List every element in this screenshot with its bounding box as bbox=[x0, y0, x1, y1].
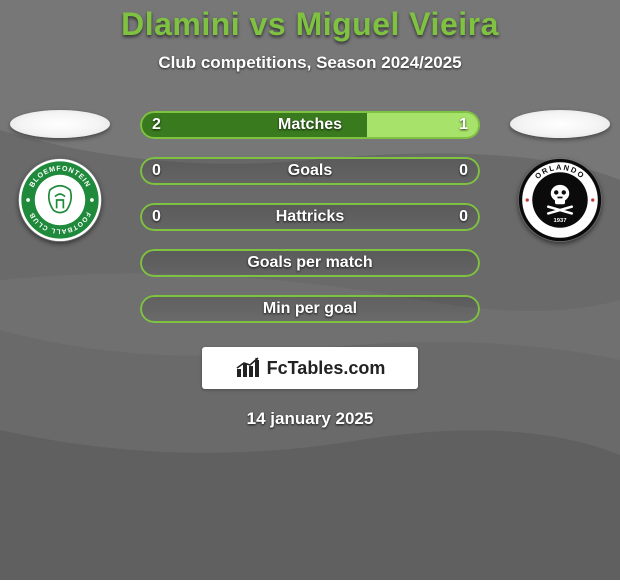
stat-label: Matches bbox=[140, 111, 480, 139]
stat-value-left: 0 bbox=[152, 203, 161, 231]
left-crest-svg: BLOEMFONTEIN FOOTBALL CLUB bbox=[18, 158, 102, 242]
svg-text:1937: 1937 bbox=[553, 218, 566, 224]
stat-row: Min per goal bbox=[140, 295, 480, 323]
brand-text: FcTables.com bbox=[267, 358, 386, 379]
left-team-box: BLOEMFONTEIN FOOTBALL CLUB bbox=[10, 110, 110, 270]
stat-value-right: 0 bbox=[459, 203, 468, 231]
stat-label: Goals bbox=[140, 157, 480, 185]
bar-chart-icon bbox=[235, 357, 261, 379]
stat-value-right: 0 bbox=[459, 157, 468, 185]
stat-rows: Matches21Goals00Hattricks00Goals per mat… bbox=[140, 111, 480, 323]
stat-label: Goals per match bbox=[140, 249, 480, 277]
right-crest-svg: ORLANDO PIRATES 1937 bbox=[518, 158, 602, 242]
right-player-oval bbox=[510, 110, 610, 138]
brand-badge[interactable]: FcTables.com bbox=[202, 347, 418, 389]
content: Dlamini vs Miguel Vieira Club competitio… bbox=[0, 0, 620, 429]
subtitle: Club competitions, Season 2024/2025 bbox=[0, 53, 620, 73]
footer-date: 14 january 2025 bbox=[0, 409, 620, 429]
left-player-oval bbox=[10, 110, 110, 138]
stat-label: Min per goal bbox=[140, 295, 480, 323]
left-team-crest: BLOEMFONTEIN FOOTBALL CLUB bbox=[18, 158, 102, 242]
right-team-box: ORLANDO PIRATES 1937 bbox=[510, 110, 610, 270]
page-title: Dlamini vs Miguel Vieira bbox=[0, 6, 620, 43]
stat-row: Goals0 0 bbox=[140, 157, 480, 185]
stat-value-right: 1 bbox=[459, 111, 468, 139]
stat-value-left: 0 bbox=[152, 157, 161, 185]
stat-row: Goals per match bbox=[140, 249, 480, 277]
stat-row: Hattricks0 0 bbox=[140, 203, 480, 231]
stat-row: Matches2 1 bbox=[140, 111, 480, 139]
right-team-crest: ORLANDO PIRATES 1937 bbox=[518, 158, 602, 242]
stat-value-left: 2 bbox=[152, 111, 161, 139]
stat-label: Hattricks bbox=[140, 203, 480, 231]
